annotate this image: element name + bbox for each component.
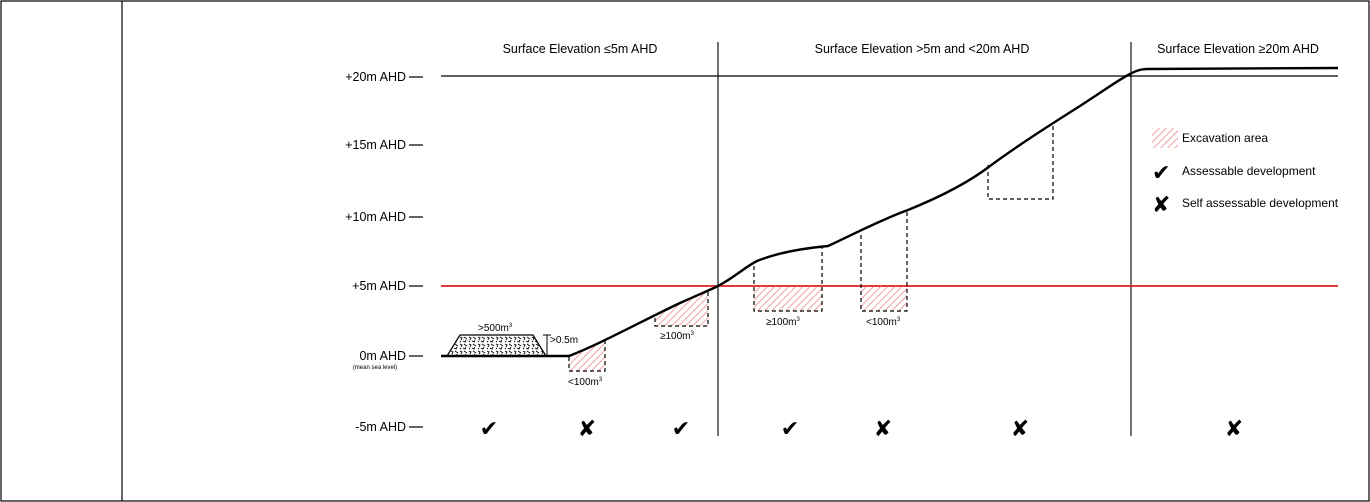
- excavation-area-3: [753, 247, 823, 312]
- cross-mark-icon: ✘: [578, 416, 596, 441]
- legend-self-assessable-label: Self assessable development: [1182, 196, 1339, 210]
- axis-label-minus5: -5m AHD: [355, 420, 406, 434]
- stockpile-volume-label: >500m3: [478, 323, 513, 334]
- zone-title-high: Surface Elevation ≥20m AHD: [1157, 42, 1319, 56]
- hatch-swatch-icon: [1152, 128, 1178, 148]
- height-indicator: [543, 334, 551, 356]
- legend: Excavation area ✔ Assessable development…: [1152, 128, 1339, 217]
- excavation-outline-5: [987, 125, 1054, 200]
- excavation-4-volume: <100m3: [866, 317, 901, 328]
- excavation-area-4: [860, 211, 908, 312]
- axis-label-zero: 0m AHD: [359, 349, 406, 363]
- zone-title-low: Surface Elevation ≤5m AHD: [503, 42, 658, 56]
- check-mark-icon: ✔: [672, 416, 690, 441]
- excavation-2-volume: ≥100m3: [660, 331, 695, 342]
- excavation-3-volume: ≥100m3: [766, 317, 801, 328]
- legend-assessable-label: Assessable development: [1182, 164, 1316, 178]
- cross-mark-icon: ✘: [874, 416, 892, 441]
- stockpile-height-label: >0.5m: [550, 335, 578, 346]
- stockpile: [445, 334, 548, 357]
- check-mark-icon: ✔: [480, 416, 498, 441]
- excavation-area-2: [654, 292, 709, 327]
- mean-sea-level-note: (mean sea level): [353, 365, 397, 371]
- check-mark-icon: ✔: [781, 416, 799, 441]
- terrain-profile-line: [441, 66, 1339, 358]
- axis-label-plus20: +20m AHD: [345, 70, 406, 84]
- axis-label-plus15: +15m AHD: [345, 138, 406, 152]
- zone-title-mid: Surface Elevation >5m and <20m AHD: [815, 42, 1030, 56]
- cross-mark-icon: ✘: [1011, 416, 1029, 441]
- cross-mark-icon: ✘: [1225, 416, 1243, 441]
- cross-mark-icon: ✘: [1152, 192, 1170, 217]
- axis-label-plus5: +5m AHD: [352, 279, 406, 293]
- check-mark-icon: ✔: [1152, 160, 1170, 185]
- excavation-area-1: [568, 341, 606, 372]
- excavation-1-volume: <100m3: [568, 377, 603, 388]
- axis-label-plus10: +10m AHD: [345, 210, 406, 224]
- outcome-marks: ✔ ✘ ✔ ✔ ✘ ✘ ✘: [480, 416, 1243, 441]
- legend-excavation-label: Excavation area: [1182, 131, 1268, 145]
